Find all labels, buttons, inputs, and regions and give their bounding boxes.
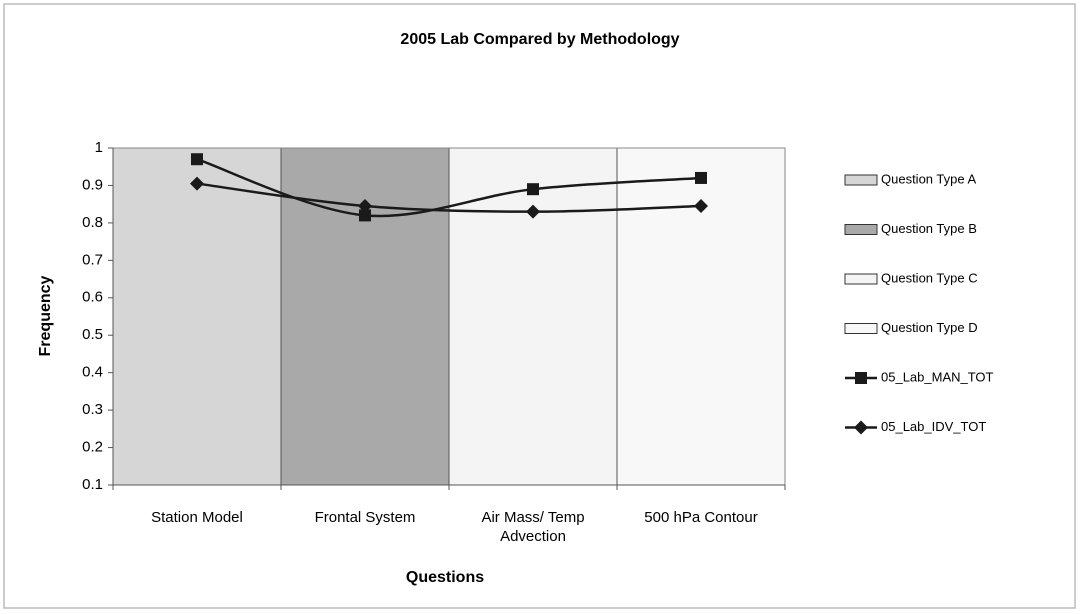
x-tick-label: Station Model <box>151 509 243 526</box>
marker <box>694 199 708 214</box>
marker <box>190 176 204 191</box>
legend-swatch <box>844 273 878 285</box>
marker <box>527 183 539 196</box>
chart-title: 2005 Lab Compared by Methodology <box>400 31 679 48</box>
marker <box>855 372 867 384</box>
y-tick-label: 0.1 <box>82 476 103 493</box>
marker <box>191 153 203 166</box>
band <box>448 147 618 486</box>
legend-swatch <box>844 323 878 334</box>
legend-label: Question Type A <box>881 171 976 186</box>
legend-label: Question Type B <box>881 221 977 236</box>
y-tick-label: 0.6 <box>82 289 103 306</box>
marker <box>695 171 707 184</box>
y-tick-label: 0.8 <box>82 214 103 231</box>
line <box>196 158 702 218</box>
legend-label: 05_Lab_IDV_TOT <box>881 419 986 434</box>
x-tick-label: 500 hPa Contour <box>644 509 758 526</box>
y-axis-label: Frequency <box>37 275 54 356</box>
y-tick-label: 1 <box>95 139 103 156</box>
band <box>616 147 786 486</box>
marker <box>854 420 868 435</box>
band <box>112 147 282 486</box>
x-axis-label: Questions <box>406 569 484 586</box>
legend-swatch <box>844 174 878 186</box>
x-tick-label: Air Mass/ Temp Advection <box>481 509 585 545</box>
y-tick-label: 0.4 <box>82 364 103 381</box>
legend-label: 05_Lab_MAN_TOT <box>881 369 994 384</box>
marker <box>526 204 540 219</box>
marker <box>358 199 372 214</box>
y-tick-label: 0.5 <box>82 326 103 343</box>
x-tick-label: Frontal System <box>314 509 416 526</box>
legend-label: Question Type C <box>881 270 978 285</box>
legend-label: Question Type D <box>881 320 978 335</box>
legend-swatch <box>844 224 878 235</box>
marker <box>359 209 371 222</box>
y-tick-label: 0.2 <box>82 439 103 456</box>
y-tick-label: 0.3 <box>82 401 103 418</box>
line <box>196 182 702 213</box>
y-tick-label: 0.9 <box>82 176 103 193</box>
y-tick-label: 0.7 <box>82 251 103 268</box>
